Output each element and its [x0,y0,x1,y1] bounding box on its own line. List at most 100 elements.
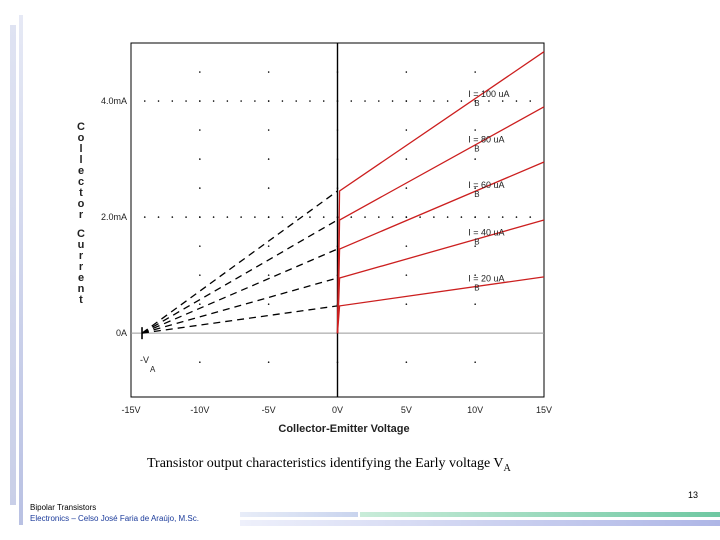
grid-dot [405,129,408,131]
grid-dot [405,245,408,247]
grid-row-dot [199,100,201,102]
grid-dot [267,361,270,363]
grid-row-dot [295,216,298,218]
caption-subscript: A [503,462,511,474]
grid-row-dot [488,100,490,102]
grid-row-dot [240,100,242,102]
curve-label-sub: B [474,190,479,199]
grid-dot [405,71,408,73]
footer-decoration-right [360,512,720,517]
decorative-left-bar-inner [19,15,23,525]
x-tick-label: -15V [121,405,140,415]
y-title-letter: t [79,294,83,306]
grid-dot [474,274,476,276]
grid-row-dot [322,216,325,218]
grid-row-dot [171,216,174,218]
grid-row-dot [460,216,463,218]
y-tick-label: 0A [116,328,127,338]
y-tick-label: 2.0mA [101,212,127,222]
grid-row-dot [488,216,490,218]
grid-dots [143,71,532,363]
page-number: 13 [688,490,699,500]
grid-row-dot [226,100,229,102]
early-voltage-label-main: -V [140,355,149,365]
grid-row-dot [281,216,284,218]
y-title-letter: u [78,239,85,251]
grid-row-dot [309,100,311,102]
grid-row-dot [350,100,353,102]
grid-dot [267,303,270,305]
grid-dot [474,129,476,131]
x-tick-label: 0V [332,405,343,415]
grid-dot [267,245,270,247]
grid-dot [405,187,408,189]
characteristic-curves [336,51,545,334]
y-title-letter: e [78,165,84,177]
grid-dot [405,274,408,276]
grid-row-dot [515,216,518,218]
footer-subtitle: Electronics – Celso José Faria de Araújo… [30,514,199,523]
curve-label: I = 80 uA [468,134,504,144]
y-title-letter: C [77,121,85,133]
decorative-left-bar [10,25,16,505]
extrapolation-lines [141,190,338,340]
grid-row-dot [212,216,215,218]
grid-row-dot [364,216,366,218]
grid-row-dot [199,216,201,218]
grid-row-dot [322,100,325,102]
grid-row-dot [529,100,532,102]
grid-dot [199,158,201,160]
grid-row-dot [350,216,353,218]
grid-dot [405,361,408,363]
grid-row-dot [267,100,270,102]
grid-row-dot [281,100,284,102]
grid-dot [199,71,201,73]
curve-line [336,276,545,334]
grid-row-dot [433,100,435,102]
grid-dot [199,361,201,363]
y-tick-labels: 4.0mA 2.0mA 0A [101,96,127,338]
grid-row-dot [185,216,187,218]
grid-row-dot [185,100,187,102]
extrapolation-line [141,219,338,334]
grid-dot [405,158,408,160]
grid-row-dot [391,100,394,102]
grid-row-dot [419,216,421,218]
grid-row-dot [212,100,215,102]
caption-text: Transistor output characteristics identi… [147,456,504,471]
grid-row-dot [157,216,160,218]
y-title-letter: r [79,261,84,273]
x-tick-label: -10V [190,405,209,415]
extrapolation-line [141,305,338,334]
grid-row-dot [474,216,476,218]
grid-row-dot [515,100,518,102]
y-title-letter: l [79,143,82,155]
grid-row-dot [226,216,229,218]
grid-row-dot [474,100,476,102]
grid-row-dot [501,216,504,218]
grid-row-dot [295,100,298,102]
grid-row-dot [391,216,394,218]
grid-dot [267,274,270,276]
y-title-letter: n [78,283,85,295]
x-tick-label: 10V [467,405,483,415]
grid-row-dot [433,216,435,218]
y-title-letter: l [79,154,82,166]
grid-dot [474,187,476,189]
x-axis-title: Collector-Emitter Voltage [278,423,409,435]
x-tick-labels: -15V -10V -5V 0V 5V 10V 15V [121,405,552,415]
curve-label-sub: B [474,284,479,293]
grid-row-dot [405,100,408,102]
y-title-letter: r [79,209,84,221]
grid-dot [474,361,476,363]
early-voltage-label-sub: A [150,365,156,374]
y-tick-label: 4.0mA [101,96,127,106]
grid-row-dot [240,216,242,218]
grid-dot [267,129,270,131]
grid-dot [199,303,201,305]
grid-dot [267,158,270,160]
grid-dot [267,187,270,189]
